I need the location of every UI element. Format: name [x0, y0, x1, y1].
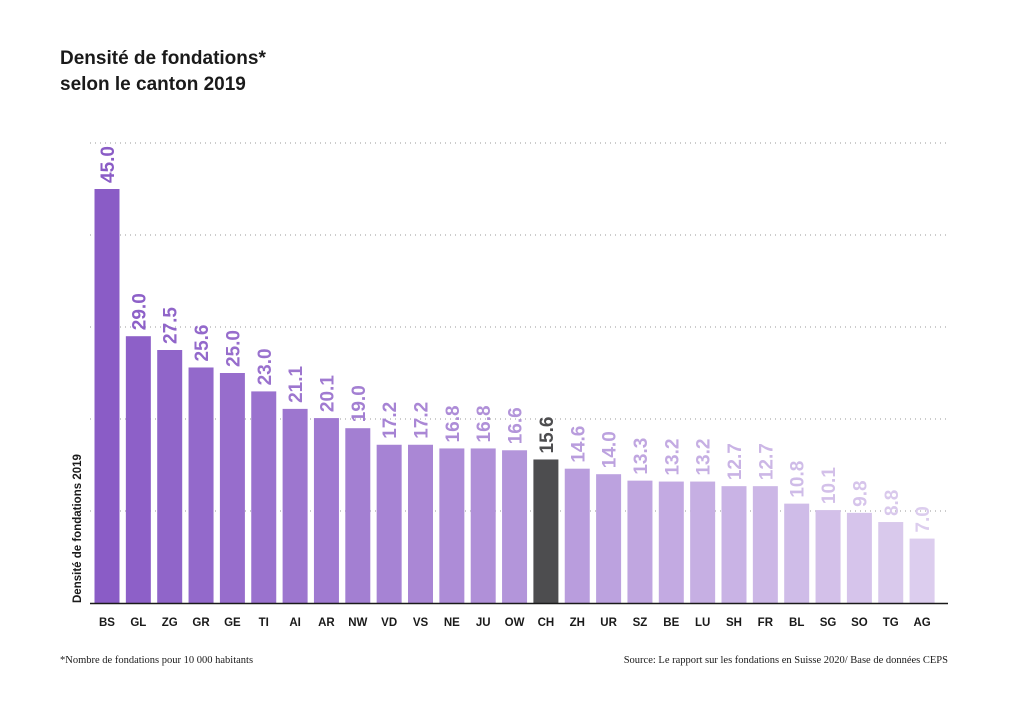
value-label-ur: 14.0: [600, 431, 621, 468]
value-label-ch: 15.6: [537, 416, 558, 453]
bar-so: [846, 512, 872, 603]
x-tick-label-sz: SZ: [633, 617, 648, 629]
x-tick-label-ar: AR: [318, 617, 335, 629]
x-tick-label-ai: AI: [289, 617, 301, 629]
x-tick-label-vd: VD: [381, 617, 397, 629]
bar-be: [658, 481, 684, 603]
x-tick-label-lu: LU: [695, 617, 710, 629]
bar-ti: [251, 391, 277, 603]
value-label-ow: 16.6: [506, 407, 527, 444]
value-label-ge: 25.0: [223, 330, 244, 367]
x-tick-label-so: SO: [851, 617, 868, 629]
bar-lu: [690, 481, 716, 603]
value-label-tg: 8.8: [882, 490, 903, 516]
x-tick-label-zg: ZG: [162, 617, 178, 629]
value-label-gl: 29.0: [129, 293, 150, 330]
x-tick-label-ow: OW: [505, 617, 525, 629]
bar-sh: [721, 486, 747, 603]
value-label-lu: 13.2: [694, 439, 715, 476]
value-label-nw: 19.0: [349, 385, 370, 422]
x-tick-label-zh: ZH: [570, 617, 585, 629]
bar-ne: [439, 448, 465, 603]
value-label-vs: 17.2: [412, 402, 433, 439]
y-axis-label: Densité de fondations 2019: [72, 454, 84, 603]
value-label-ti: 23.0: [255, 348, 276, 385]
x-tick-label-tg: TG: [883, 617, 899, 629]
value-label-ju: 16.8: [474, 405, 495, 442]
bar-vd: [376, 444, 402, 603]
bar-gl: [125, 336, 151, 603]
x-tick-label-ge: GE: [224, 617, 241, 629]
x-tick-label-ag: AG: [913, 617, 930, 629]
chart-title-line-2: selon le canton 2019: [60, 74, 246, 95]
bar-ag: [909, 538, 935, 603]
x-tick-label-ch: CH: [538, 617, 555, 629]
bars: [94, 189, 935, 603]
bar-ar: [313, 418, 339, 603]
bar-sg: [815, 510, 841, 603]
value-label-vd: 17.2: [380, 402, 401, 439]
x-tick-label-be: BE: [663, 617, 679, 629]
value-label-bs: 45.0: [98, 146, 119, 183]
value-label-so: 9.8: [850, 480, 871, 506]
value-label-be: 13.2: [662, 439, 683, 476]
x-tick-label-nw: NW: [348, 617, 367, 629]
bar-ow: [502, 450, 528, 603]
x-tick-labels: BS GL ZG GR GE TI AI AR NW VD VS NE JU OW CH ZH UR SZ BE LU…: [99, 617, 931, 629]
x-tick-label-gr: GR: [192, 617, 210, 629]
bar-sz: [627, 480, 653, 603]
value-labels: 45.0 29.0 27.5 25.6 25.0 23.0 21.1 20.1 19.0 17.2…: [98, 146, 934, 533]
value-label-ne: 16.8: [443, 405, 464, 442]
x-tick-label-ne: NE: [444, 617, 460, 629]
x-tick-label-gl: GL: [130, 617, 146, 629]
value-label-fr: 12.7: [756, 443, 777, 480]
source-note: Source: Le rapport sur les fondations en…: [623, 655, 948, 666]
bar-bl: [784, 503, 810, 603]
value-label-ag: 7.0: [913, 506, 934, 532]
x-tick-label-vs: VS: [413, 617, 429, 629]
bar-ai: [282, 408, 308, 603]
x-tick-label-ju: JU: [476, 617, 491, 629]
x-tick-label-bl: BL: [789, 617, 804, 629]
bar-ch: [533, 459, 559, 603]
bar-vs: [408, 444, 433, 603]
x-tick-label-ti: TI: [259, 617, 269, 629]
value-label-ar: 20.1: [317, 375, 338, 412]
x-tick-label-sg: SG: [820, 617, 837, 629]
bar-ju: [470, 448, 496, 603]
value-label-ai: 21.1: [286, 365, 307, 402]
x-tick-label-ur: UR: [600, 617, 617, 629]
chart-title: Densité de fondations* selon le canton 2…: [60, 46, 266, 98]
x-tick-label-bs: BS: [99, 617, 115, 629]
x-tick-label-fr: FR: [758, 617, 774, 629]
bar-nw: [345, 428, 371, 603]
value-label-bl: 10.8: [788, 461, 809, 498]
bar-zh: [564, 468, 590, 603]
bar-gr: [188, 367, 214, 603]
value-label-zg: 27.5: [161, 307, 182, 344]
value-label-zh: 14.6: [568, 426, 589, 463]
bar-fr: [752, 486, 778, 603]
value-label-sh: 12.7: [725, 443, 746, 480]
bar-ur: [596, 474, 622, 603]
value-label-sz: 13.3: [631, 438, 652, 475]
bar-ge: [219, 373, 245, 603]
x-tick-label-sh: SH: [726, 617, 742, 629]
value-label-sg: 10.1: [819, 467, 840, 504]
bar-zg: [157, 350, 183, 603]
value-label-gr: 25.6: [192, 324, 213, 361]
footnote: *Nombre de fondations pour 10 000 habita…: [60, 655, 254, 666]
chart-title-line-1: Densité de fondations*: [60, 48, 266, 69]
bar-bs: [94, 189, 120, 603]
bar-tg: [878, 522, 904, 603]
